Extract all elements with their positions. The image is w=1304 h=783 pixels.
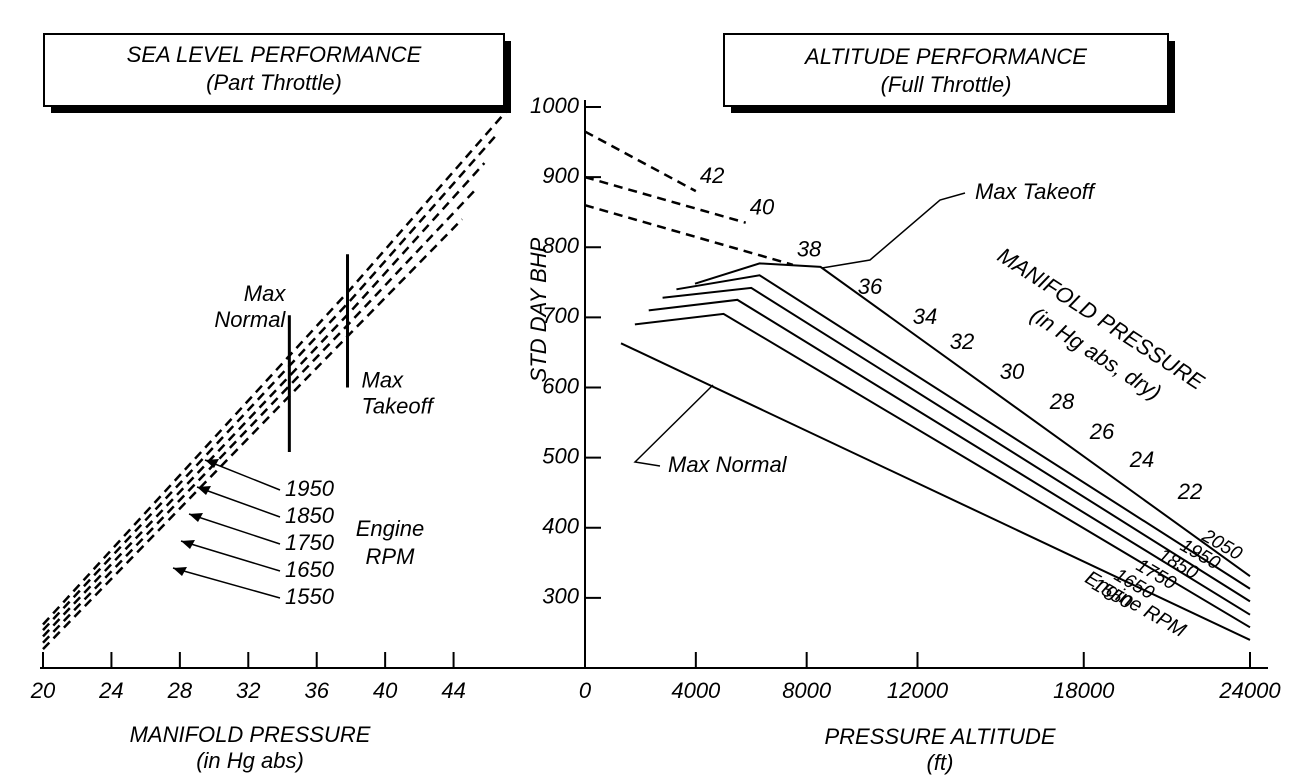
arrow-head: [181, 540, 195, 549]
x-tick-label: 44: [441, 678, 465, 703]
x-axis-sublabel: (ft): [927, 750, 954, 775]
chart-subtitle: (Full Throttle): [881, 72, 1012, 97]
legend-arrow: [196, 486, 281, 518]
series-line: [584, 203, 794, 266]
x-tick-label: 8000: [782, 678, 832, 703]
series-line: [648, 298, 1251, 616]
x-tick-label: 18000: [1053, 678, 1115, 703]
series-label: 38: [797, 237, 822, 262]
chart-subtitle: (Part Throttle): [206, 70, 342, 95]
y-tick-label: 300: [542, 584, 579, 609]
contour-label: 22: [1177, 479, 1202, 504]
series-line: [584, 175, 747, 224]
limit-label: Max: [244, 281, 287, 306]
x-tick-label: 36: [304, 678, 329, 703]
series-line: [676, 274, 1251, 590]
chart-title: SEA LEVEL PERFORMANCE: [127, 42, 422, 67]
series-label: 42: [700, 163, 724, 188]
x-tick-label: 24: [98, 678, 123, 703]
series-label: 40: [750, 195, 775, 220]
arrow-head: [189, 513, 203, 522]
contour-label: 30: [1000, 359, 1025, 384]
contour-title: MANIFOLD PRESSURE: [993, 243, 1209, 395]
legend-title: RPM: [366, 544, 416, 569]
series-line: [620, 342, 1251, 641]
contour-label: 24: [1129, 447, 1154, 472]
legend-title: Engine: [356, 516, 425, 541]
chart-title: ALTITUDE PERFORMANCE: [803, 44, 1087, 69]
x-tick-label: 24000: [1218, 678, 1281, 703]
series-line: [584, 130, 697, 193]
y-tick-label: 900: [542, 163, 579, 188]
y-axis-label: STD DAY BHP: [526, 237, 551, 382]
limit-label: Max: [362, 367, 405, 392]
title-box: [723, 33, 1169, 107]
x-axis-sublabel: (in Hg abs): [196, 748, 304, 773]
legend-arrow: [204, 459, 281, 491]
legend-label: 1950: [285, 476, 335, 501]
contour-label: 32: [950, 329, 974, 354]
leader-line: [633, 384, 714, 467]
x-tick-label: 12000: [887, 678, 949, 703]
contour-label: 28: [1049, 389, 1075, 414]
x-tick-label: 4000: [671, 678, 721, 703]
contour-label: 26: [1089, 419, 1115, 444]
series-line: [694, 262, 1251, 577]
annotation: Max Takeoff: [975, 179, 1097, 204]
legend-label: 1750: [285, 530, 335, 555]
series-line: [42, 218, 464, 650]
x-tick-label: 0: [579, 678, 592, 703]
series-line: [634, 312, 1251, 629]
x-tick-label: 28: [167, 678, 193, 703]
x-axis-label: PRESSURE ALTITUDE: [824, 724, 1055, 749]
y-tick-label: 600: [542, 373, 579, 398]
x-tick-label: 40: [373, 678, 398, 703]
limit-label: Normal: [214, 307, 286, 332]
arrow-head: [197, 486, 211, 495]
y-tick-label: 500: [542, 443, 579, 468]
legend-label: 1850: [285, 503, 335, 528]
y-tick-label: 1000: [530, 93, 580, 118]
y-tick-label: 800: [542, 233, 579, 258]
y-tick-label: 700: [542, 303, 579, 328]
legend-arrow: [172, 567, 281, 599]
series-line: [662, 286, 1251, 603]
series-line: [42, 106, 511, 626]
title-box: [43, 33, 505, 107]
legend-arrow: [188, 513, 281, 545]
limit-label: Takeoff: [362, 393, 436, 418]
annotation: Max Normal: [668, 452, 788, 477]
leader-line: [821, 192, 966, 269]
legend-arrow: [180, 540, 281, 572]
x-tick-label: 20: [30, 678, 56, 703]
contour-label: 36: [858, 274, 883, 299]
arrow-head: [173, 567, 187, 576]
y-tick-label: 400: [542, 514, 579, 539]
x-axis-label: MANIFOLD PRESSURE: [130, 722, 371, 747]
contour-label: 34: [913, 304, 937, 329]
x-tick-label: 32: [236, 678, 260, 703]
legend-label: 1550: [285, 584, 335, 609]
legend-label: 1650: [285, 557, 335, 582]
series-line: [42, 134, 498, 631]
